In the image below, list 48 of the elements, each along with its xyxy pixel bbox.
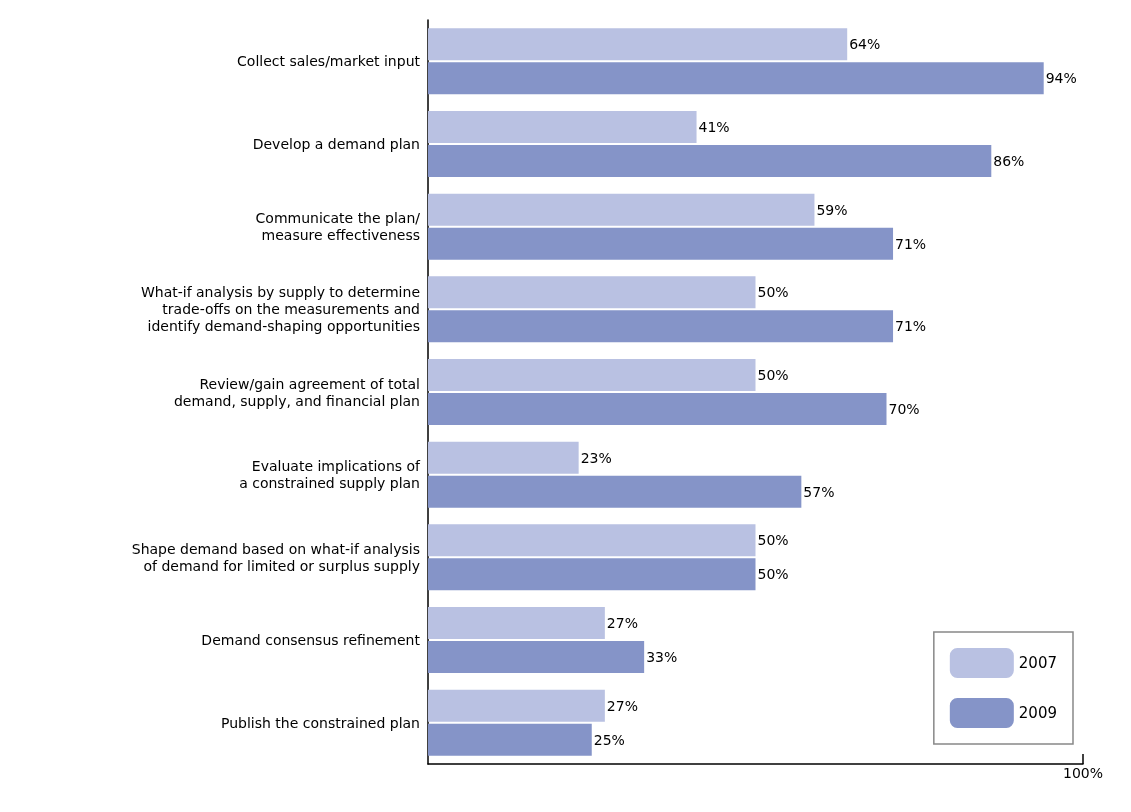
y-tick-label: Publish the constrained plan <box>221 714 420 731</box>
data-label: 94% <box>1045 70 1077 87</box>
data-label: 86% <box>993 152 1025 169</box>
bar <box>428 524 756 557</box>
bar <box>428 62 1044 95</box>
data-label: 23% <box>580 449 612 466</box>
data-label: 70% <box>888 400 920 417</box>
y-tick-label: Review/gain agreement of total demand, supply, and financial plan <box>173 375 420 409</box>
data-label: 57% <box>803 483 835 500</box>
data-label: 41% <box>698 119 730 136</box>
data-label: 50% <box>757 566 789 583</box>
x-tick-label: 100% <box>1062 765 1104 781</box>
data-label: 71% <box>895 318 927 335</box>
data-label: 50% <box>757 284 789 301</box>
data-label: 59% <box>816 201 848 218</box>
bar <box>428 607 605 640</box>
data-label: 64% <box>849 36 881 53</box>
y-tick-label: What-if analysis by supply to determine trade-offs on the measurements and identify demand-shaping opportunities <box>140 284 420 335</box>
bar <box>428 359 756 392</box>
y-tick-label: Shape demand based on what-if analysis of demand for limited or surplus supply <box>131 540 420 574</box>
bar <box>428 193 815 226</box>
bar <box>428 111 697 144</box>
bar <box>428 28 848 61</box>
data-label: 50% <box>757 367 789 384</box>
data-label: 71% <box>895 235 927 252</box>
bar <box>428 392 887 425</box>
bar <box>428 441 579 474</box>
y-tick-label: Evaluate implications of a constrained supply plan <box>239 458 422 492</box>
legend-label: 2009 <box>1018 704 1058 722</box>
data-label: 27% <box>606 697 638 714</box>
y-tick-label: Develop a demand plan <box>252 136 420 152</box>
bar <box>428 475 802 508</box>
data-label: 50% <box>757 532 789 549</box>
data-label: 25% <box>593 731 625 748</box>
y-tick-label: Demand consensus refinement <box>201 632 421 648</box>
bar <box>428 689 605 722</box>
bar <box>428 723 592 756</box>
bar <box>428 310 894 343</box>
bar <box>428 144 992 177</box>
data-label: 33% <box>646 648 678 665</box>
bar <box>428 276 756 309</box>
y-tick-label: Communicate the plan/ measure effectiveness <box>255 210 421 244</box>
bar <box>428 558 756 591</box>
bar <box>428 227 894 260</box>
y-tick-label: Collect sales/market input <box>237 53 421 70</box>
bar <box>428 640 645 673</box>
legend-label: 2007 <box>1018 654 1058 672</box>
data-label: 27% <box>606 615 638 632</box>
